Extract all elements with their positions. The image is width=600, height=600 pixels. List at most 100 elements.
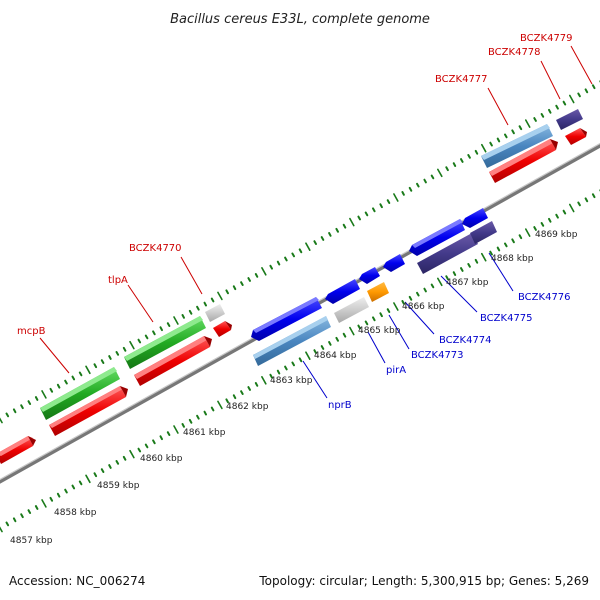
minor-tick [56, 383, 61, 389]
minor-tick [284, 256, 288, 262]
minor-tick [34, 396, 39, 401]
gene-label-reverse[interactable]: BCZK4775 [480, 313, 533, 324]
minor-tick [181, 423, 185, 428]
minor-tick [548, 217, 552, 223]
minor-tick [313, 240, 317, 245]
gene-label-forward[interactable]: tlpA [108, 275, 128, 286]
minor-tick [504, 133, 508, 139]
minor-tick [423, 287, 427, 293]
tick-label: 4863 kbp [270, 376, 313, 386]
major-tick [568, 94, 575, 104]
major-tick [393, 193, 399, 202]
gene-bar-navy [417, 233, 478, 274]
minor-tick [423, 178, 427, 184]
minor-tick [284, 365, 288, 371]
minor-tick [342, 223, 347, 229]
minor-tick [386, 308, 391, 313]
minor-tick [379, 203, 383, 209]
gene-bar-red [489, 139, 558, 183]
gene-label-reverse[interactable]: nprB [328, 400, 352, 411]
major-tick [129, 340, 135, 350]
minor-tick [203, 410, 207, 416]
minor-tick [452, 162, 457, 167]
minor-tick [108, 464, 112, 469]
gene-label-reverse[interactable]: BCZK4776 [518, 292, 571, 303]
forward-gene-labels: mcpB tlpA BCZK4770 BCZK4777 BCZK4778 BCZ… [17, 33, 573, 337]
minor-tick [416, 182, 420, 188]
gene-label-forward[interactable]: BCZK4777 [435, 74, 488, 85]
minor-tick [379, 312, 383, 318]
minor-tick [144, 443, 149, 449]
minor-tick [232, 285, 237, 291]
gene-label-forward[interactable]: BCZK4778 [488, 47, 541, 58]
minor-tick [5, 412, 10, 418]
minor-tick [496, 246, 501, 252]
minor-tick [210, 406, 215, 412]
minor-tick [254, 382, 259, 387]
minor-tick [240, 281, 244, 286]
minor-tick [12, 517, 17, 523]
gene-bar-steel [253, 316, 331, 366]
minor-tick [460, 267, 464, 272]
forward-genes [0, 109, 587, 464]
major-tick [173, 425, 179, 434]
gene-label-reverse[interactable]: BCZK4773 [411, 350, 464, 361]
tick-label: 4861 kbp [183, 428, 226, 438]
minor-tick [474, 149, 479, 155]
major-tick [41, 499, 47, 508]
gene-bar-red [134, 336, 212, 386]
major-tick [436, 168, 443, 178]
gene-bar-green [124, 316, 206, 369]
minor-tick [276, 369, 281, 375]
minor-tick [203, 301, 207, 307]
minor-tick [562, 100, 567, 106]
minor-tick [320, 345, 325, 350]
gene-bar-grey [205, 304, 225, 322]
minor-tick [196, 305, 200, 311]
gene-label-reverse[interactable]: pirA [386, 365, 406, 376]
minor-tick [591, 84, 596, 90]
tick-label: 4869 kbp [535, 230, 578, 240]
minor-tick [401, 300, 405, 305]
minor-tick [489, 141, 493, 147]
gene-label-forward[interactable]: mcpB [17, 326, 46, 337]
minor-tick [27, 509, 32, 514]
accession-text: Accession: NC_006274 [9, 574, 145, 588]
gene-label-forward[interactable]: BCZK4779 [520, 33, 573, 44]
gene-label-reverse[interactable]: BCZK4774 [439, 335, 492, 346]
reverse-genes [251, 208, 497, 366]
minor-tick [496, 137, 501, 143]
minor-tick [372, 316, 376, 322]
gene-bar-blue [462, 208, 488, 228]
minor-tick [511, 238, 515, 244]
minor-tick [181, 314, 185, 319]
gene-bar-blue [359, 267, 380, 284]
major-tick [305, 351, 311, 361]
minor-tick [408, 186, 413, 192]
minor-tick [137, 338, 142, 344]
gene-bar-navy [556, 109, 583, 130]
minor-tick [489, 250, 493, 256]
minor-tick [5, 521, 10, 527]
tick-label: 4866 kbp [402, 302, 445, 312]
minor-tick [474, 258, 479, 264]
minor-tick [460, 158, 464, 163]
gene-bar-red [49, 386, 128, 436]
gene-bar-blue [251, 297, 322, 341]
major-tick [480, 143, 487, 153]
minor-tick [548, 108, 552, 114]
minor-tick [540, 222, 545, 227]
minor-tick [188, 418, 193, 424]
tick-label: 4859 kbp [97, 481, 140, 491]
minor-tick [555, 104, 559, 110]
major-tick [173, 316, 179, 325]
lower-tick-track [0, 189, 600, 533]
minor-tick [430, 283, 435, 289]
minor-tick [152, 330, 156, 336]
minor-tick [555, 213, 559, 219]
upper-tick-track [0, 80, 600, 424]
minor-tick [328, 232, 332, 237]
gene-label-forward[interactable]: BCZK4770 [129, 243, 182, 254]
gene-bar-green [40, 367, 120, 420]
